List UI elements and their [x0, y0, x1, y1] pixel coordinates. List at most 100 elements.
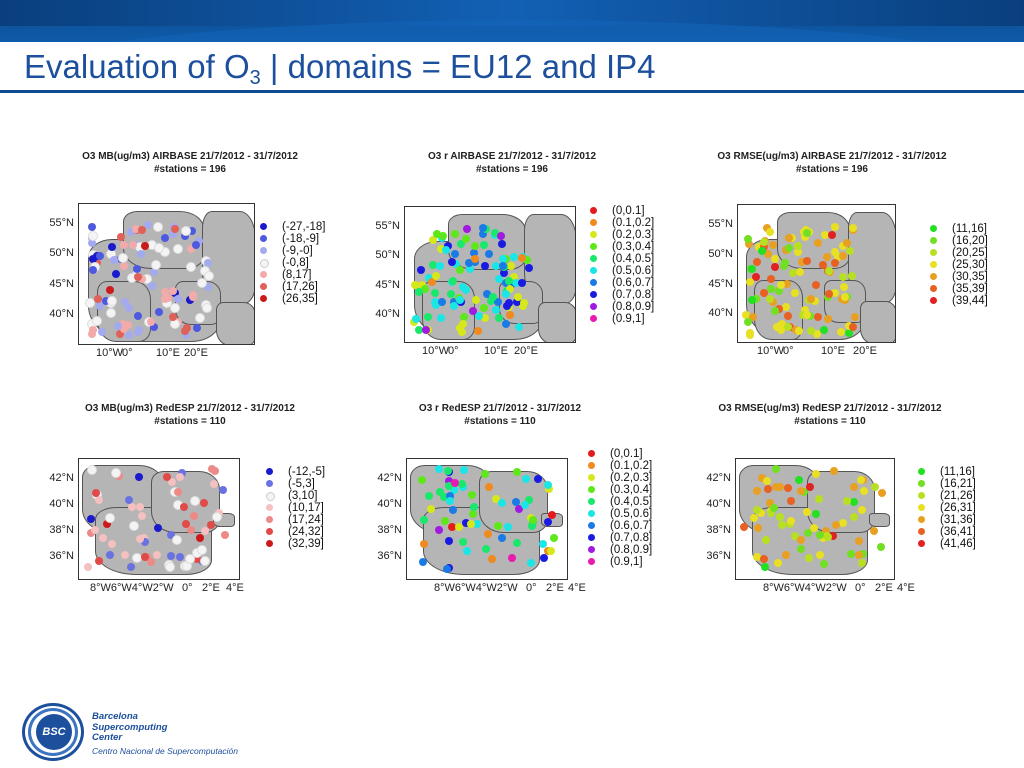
- station-marker: [149, 267, 158, 276]
- legend-swatch: [930, 297, 937, 304]
- legend-label: (-12,-5]: [288, 466, 326, 478]
- station-marker: [445, 482, 454, 491]
- station-marker: [165, 561, 176, 572]
- legend-label: (0.8,0.9]: [612, 301, 655, 313]
- station-marker: [769, 241, 778, 250]
- station-marker: [746, 329, 755, 338]
- station-marker: [87, 465, 98, 476]
- station-marker: [472, 520, 481, 529]
- station-marker: [780, 262, 789, 271]
- station-marker: [425, 492, 434, 501]
- station-marker: [143, 221, 152, 230]
- station-marker: [871, 483, 880, 492]
- station-marker: [134, 472, 143, 481]
- org-subtitle: Centro Nacional de Supercomputación: [92, 746, 239, 756]
- station-marker: [88, 231, 99, 242]
- station-marker: [200, 555, 211, 566]
- station-marker: [187, 245, 196, 254]
- map-panel: O3 MB(ug/m3) RedESP 21/7/2012 - 31/7/201…: [49, 400, 380, 630]
- station-marker: [153, 243, 164, 254]
- station-marker: [441, 246, 450, 255]
- land-mass: [860, 300, 895, 342]
- station-marker: [781, 550, 790, 559]
- station-marker: [450, 229, 459, 238]
- station-marker: [461, 286, 470, 295]
- station-marker: [133, 273, 142, 282]
- station-marker: [462, 519, 471, 528]
- legend-label: (0.4,0.5]: [612, 253, 655, 265]
- legend-swatch: [930, 285, 937, 292]
- station-marker: [116, 329, 125, 338]
- legend-label: (30,35]: [952, 271, 988, 283]
- station-marker: [203, 271, 214, 282]
- lon-tick-label: 0°: [448, 345, 459, 357]
- legend-label: (41,46]: [940, 538, 976, 550]
- lat-tick-label: 55°N: [375, 220, 400, 232]
- station-marker: [93, 294, 102, 303]
- station-marker: [771, 262, 780, 271]
- legend-swatch: [266, 504, 273, 511]
- legend-label: (0.6,0.7]: [612, 277, 655, 289]
- station-marker: [437, 244, 446, 253]
- legend-swatch: [590, 219, 597, 226]
- map-panel: O3 RMSE(ug/m3) RedESP 21/7/2012 - 31/7/2…: [700, 400, 1020, 630]
- legend-label: (-18,-9]: [282, 233, 320, 245]
- station-marker: [87, 329, 96, 338]
- lon-tick-label: 20°E: [853, 345, 877, 357]
- legend-swatch: [588, 486, 595, 493]
- station-marker: [174, 294, 183, 303]
- station-marker: [95, 252, 104, 261]
- legend-label: (32,39]: [288, 538, 324, 550]
- station-marker: [766, 284, 775, 293]
- legend-swatch: [588, 534, 595, 541]
- station-marker: [121, 298, 130, 307]
- legend-swatch: [590, 207, 597, 214]
- panel-title: O3 r RedESP 21/7/2012 - 31/7/2012: [418, 403, 582, 414]
- station-marker: [759, 242, 768, 251]
- station-marker: [781, 303, 790, 312]
- station-marker: [753, 505, 762, 514]
- station-marker: [138, 512, 147, 521]
- station-marker: [776, 326, 785, 335]
- legend-swatch: [260, 259, 269, 268]
- station-marker: [797, 257, 806, 266]
- station-marker: [432, 272, 441, 281]
- station-marker: [187, 227, 196, 236]
- lat-tick-label: 45°N: [375, 278, 400, 291]
- station-marker: [108, 540, 117, 549]
- station-marker: [85, 298, 96, 309]
- station-marker: [525, 496, 534, 505]
- station-marker: [838, 518, 847, 527]
- station-marker: [207, 465, 216, 474]
- station-marker: [95, 557, 104, 566]
- station-marker: [107, 242, 116, 251]
- station-marker: [457, 479, 466, 488]
- station-marker: [440, 517, 449, 526]
- station-marker: [95, 496, 104, 505]
- station-marker: [424, 274, 433, 283]
- station-marker: [153, 551, 162, 560]
- station-marker: [127, 502, 136, 511]
- station-marker: [762, 477, 771, 486]
- legend-swatch: [918, 504, 925, 511]
- station-marker: [167, 531, 176, 540]
- legend-swatch: [930, 249, 937, 256]
- station-marker: [484, 250, 493, 259]
- lon-tick-label: 0°: [783, 345, 794, 357]
- station-marker: [187, 525, 196, 534]
- station-marker: [137, 225, 146, 234]
- station-marker: [125, 330, 134, 339]
- station-marker: [842, 497, 851, 506]
- title-text-pre: Evaluation of O: [24, 48, 250, 85]
- station-marker: [877, 542, 886, 551]
- map-frame: [78, 203, 255, 345]
- station-marker: [88, 254, 97, 263]
- org-line-2: Supercomputing: [92, 721, 168, 733]
- legend-label: (39,44]: [952, 295, 988, 307]
- map-frame: [737, 204, 896, 343]
- station-marker: [772, 464, 781, 473]
- station-count: #stations = 196: [476, 164, 548, 175]
- legend-swatch: [590, 231, 597, 238]
- station-marker: [88, 265, 97, 274]
- legend-label: (35,39]: [952, 283, 988, 295]
